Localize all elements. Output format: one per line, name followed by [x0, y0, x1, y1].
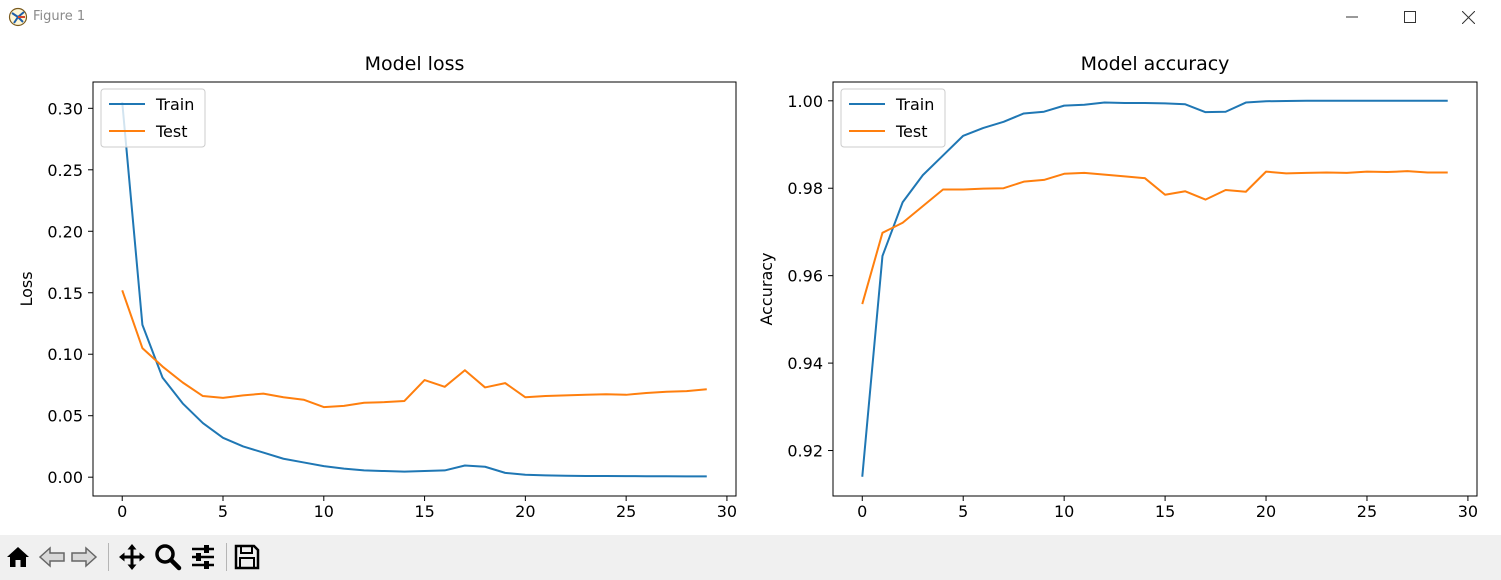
plot-area [93, 82, 736, 496]
series-line-test [121, 289, 707, 409]
x-tick-label: 0 [117, 502, 127, 521]
toolbar-separator [226, 543, 227, 571]
x-tick-label: 0 [857, 502, 867, 521]
maximize-button[interactable] [1381, 0, 1439, 34]
figure-svg: 0 5 10 15 20 25 30 0.00 0.05 0.10 0.15 0.20 0.25 0.30… [17, 53, 1478, 550]
series-line-train [861, 99, 1448, 477]
y-tick-label: 0.94 [787, 354, 823, 373]
y-tick-label: 0.05 [47, 407, 83, 426]
y-tick-label: 0.00 [47, 468, 83, 487]
x-tick-label: 30 [717, 502, 737, 521]
minimize-icon [1346, 16, 1358, 18]
window-titlebar: Figure 1 [0, 0, 1501, 34]
y-tick-label: 0.92 [787, 442, 823, 461]
subplot-2: 0 5 10 15 20 25 30 0.92 0.94 0.96 0.98 1.00 Model ac… [757, 53, 1478, 550]
series-line-test [861, 170, 1448, 305]
subplot-1: 0 5 10 15 20 25 30 0.00 0.05 0.10 0.15 0.20 0.25 0.30… [17, 53, 737, 550]
y-tick-label: 0.25 [47, 161, 83, 180]
zoom-button[interactable] [152, 541, 184, 573]
x-tick-label: 10 [314, 502, 334, 521]
back-button[interactable] [36, 541, 68, 573]
toolbar-separator [108, 543, 109, 571]
y-tick-label: 0.98 [787, 179, 823, 198]
minimize-button[interactable] [1323, 0, 1381, 34]
pan-button[interactable] [116, 541, 148, 573]
window-title: Figure 1 [33, 9, 86, 24]
axes-frame [832, 81, 1478, 497]
legend-label-train: Train [895, 95, 934, 114]
chart-title: Model loss [365, 53, 465, 75]
close-button[interactable] [1439, 0, 1497, 34]
x-tick-label: 15 [1155, 502, 1175, 521]
y-tick-label: 0.10 [47, 345, 83, 364]
home-button[interactable] [2, 541, 34, 573]
navigation-toolbar [0, 535, 1501, 580]
y-axis-label: Accuracy [757, 252, 776, 325]
save-button[interactable] [231, 541, 263, 573]
y-tick-label: 0.96 [787, 267, 823, 286]
x-axis-label: Epoch [390, 531, 439, 534]
legend-label-train: Train [155, 95, 194, 114]
legend-label-test: Test [155, 122, 188, 141]
save-icon [234, 544, 260, 570]
forward-arrow-icon [71, 546, 98, 568]
x-tick-label: 25 [616, 502, 636, 521]
x-tick-label: 15 [414, 502, 434, 521]
forward-button[interactable] [68, 541, 100, 573]
y-tick-label: 0.30 [47, 99, 83, 118]
app-icon [8, 7, 28, 27]
y-tick-label: 0.20 [47, 222, 83, 241]
y-tick-label: 0.15 [47, 284, 83, 303]
x-axis-label: Epoch [1131, 531, 1180, 534]
x-tick-label: 5 [218, 502, 228, 521]
x-tick-label: 5 [958, 502, 968, 521]
zoom-icon [155, 544, 182, 571]
close-icon [1461, 10, 1475, 24]
x-tick-label: 10 [1054, 502, 1074, 521]
back-arrow-icon [38, 546, 65, 568]
axes-frame [92, 81, 737, 497]
pan-icon [119, 544, 145, 570]
y-tick-label: 1.00 [787, 92, 823, 111]
legend: Train Test [840, 88, 946, 148]
x-tick-label: 20 [515, 502, 535, 521]
figure-canvas: 0 5 10 15 20 25 30 0.00 0.05 0.10 0.15 0.20 0.25 0.30… [0, 34, 1501, 550]
x-tick-label: 20 [1256, 502, 1276, 521]
legend-label-test: Test [895, 122, 928, 141]
x-tick-label: 30 [1458, 502, 1478, 521]
maximize-icon [1404, 11, 1416, 23]
x-tick-label: 25 [1357, 502, 1377, 521]
series-line-train [121, 102, 707, 478]
configure-subplots-button[interactable] [187, 541, 219, 573]
plot-area [833, 82, 1477, 496]
legend: Train Test [100, 88, 206, 148]
configure-subplots-icon [192, 545, 214, 569]
y-axis-label: Loss [17, 271, 36, 306]
chart-title: Model accuracy [1081, 53, 1230, 75]
home-icon [7, 547, 29, 567]
